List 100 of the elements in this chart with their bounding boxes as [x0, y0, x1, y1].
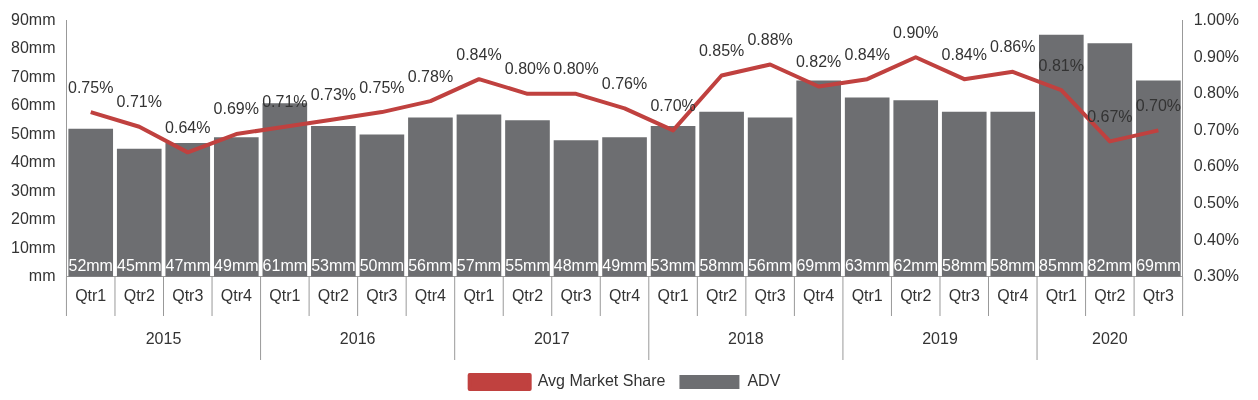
bar [1136, 80, 1181, 277]
bar [650, 125, 696, 277]
bar [213, 137, 259, 277]
bar [990, 111, 1036, 277]
data-label: 0.84% [844, 45, 890, 63]
data-label: 52mm [68, 257, 113, 275]
y-tick-label: mm [28, 267, 56, 285]
x-tick-label: Qtr2 [123, 286, 155, 304]
x-tick-label: Qtr2 [511, 286, 544, 304]
y2-tick-label: 0.60% [1193, 157, 1240, 175]
x-tick-label: Qtr1 [75, 286, 107, 304]
data-label: 85mm [1039, 257, 1084, 275]
data-label: 49mm [214, 257, 259, 275]
data-label: 0.64% [165, 118, 211, 136]
y2-tick-label: 0.30% [1193, 267, 1240, 285]
x-tick-label: Qtr1 [851, 286, 883, 304]
data-label: 0.88% [747, 30, 793, 48]
x-tick-label: Qtr3 [948, 286, 980, 304]
bar [844, 97, 890, 277]
data-label: 0.78% [407, 67, 454, 85]
bar [456, 114, 502, 277]
data-label: 69mm [796, 257, 841, 275]
y-tick-label: 20mm [11, 210, 56, 228]
data-label: 56mm [747, 257, 793, 275]
x-tick-label: Qtr2 [900, 286, 932, 304]
bar [893, 100, 939, 277]
y2-tick-label: 1.00% [1193, 11, 1240, 29]
x-tick-label: Qtr4 [997, 286, 1029, 304]
y2-tick-label: 0.90% [1193, 47, 1240, 65]
data-label: 0.80% [553, 60, 599, 78]
data-label: 53mm [311, 257, 356, 275]
data-label: 50mm [359, 257, 405, 275]
x-tick-label: Qtr4 [414, 286, 447, 304]
y-tick-label: 50mm [11, 124, 56, 142]
x-tick-label: Qtr1 [1045, 286, 1077, 304]
data-label: 49mm [602, 257, 647, 275]
y-tick-label: 90mm [11, 11, 56, 29]
text: 2018 [728, 330, 764, 348]
x-tick-label: Qtr3 [560, 286, 592, 304]
bar [1087, 43, 1133, 277]
x-tick-label: Qtr3 [754, 286, 786, 304]
data-label: 0.86% [990, 38, 1036, 56]
text: 2019 [922, 330, 958, 348]
y-tick-label: 30mm [11, 181, 56, 199]
data-label: 0.71% [116, 93, 162, 111]
text: 2017 [533, 330, 570, 348]
x-tick-label: Qtr4 [608, 286, 641, 304]
bar [408, 117, 453, 277]
bar [116, 148, 162, 277]
data-label: 0.81% [1038, 56, 1084, 74]
data-label: 56mm [408, 257, 453, 275]
x-tick-label: Qtr4 [803, 286, 835, 304]
bar [796, 80, 841, 277]
text: 2020 [1092, 330, 1128, 348]
x-tick-label: Qtr2 [317, 286, 350, 304]
data-label: 57mm [456, 257, 502, 275]
x-tick-label: Qtr2 [1094, 286, 1126, 304]
legend-label: ADV [747, 372, 781, 390]
data-label: 0.73% [310, 85, 357, 103]
data-label: 47mm [165, 257, 210, 275]
data-label: 0.80% [504, 60, 551, 78]
y2-tick-label: 0.50% [1193, 194, 1240, 212]
bar [68, 128, 114, 277]
x-tick-label: Qtr1 [269, 286, 301, 304]
data-label: 62mm [893, 257, 938, 275]
bar [165, 143, 211, 277]
y-tick-label: 10mm [11, 238, 56, 256]
data-label: 58mm [942, 257, 987, 275]
y-tick-label: 70mm [11, 67, 56, 85]
data-label: 0.90% [893, 23, 939, 41]
data-label: 58mm [990, 257, 1036, 275]
x-tick-label: Qtr2 [706, 286, 738, 304]
bar [941, 111, 987, 277]
y-tick-label: 80mm [11, 39, 56, 57]
data-label: 0.82% [795, 52, 842, 70]
x-tick-label: Qtr4 [220, 286, 252, 304]
data-label: 53mm [650, 257, 696, 275]
data-label: 0.84% [456, 45, 502, 63]
bar [311, 125, 356, 277]
data-label: 63mm [844, 257, 890, 275]
bar [747, 117, 793, 277]
y2-tick-label: 0.40% [1193, 230, 1240, 248]
bar [359, 134, 405, 277]
y-tick-label: 40mm [11, 153, 56, 171]
data-label: 0.70% [1135, 96, 1182, 114]
text: 2015 [145, 330, 182, 348]
y-tick-label: 60mm [11, 96, 56, 114]
data-label: 45mm [117, 257, 162, 275]
data-label: 0.70% [650, 96, 696, 114]
data-label: 58mm [699, 257, 744, 275]
data-label: 69mm [1136, 257, 1181, 275]
bar [553, 140, 599, 277]
y2-tick-label: 0.80% [1193, 84, 1240, 102]
bar [1038, 34, 1084, 277]
data-label: 0.75% [68, 78, 114, 96]
bar [602, 137, 647, 277]
text: 2016 [339, 330, 376, 348]
y2-tick-label: 0.70% [1193, 120, 1240, 138]
data-label: 0.84% [941, 45, 987, 63]
x-tick-label: Qtr3 [366, 286, 398, 304]
